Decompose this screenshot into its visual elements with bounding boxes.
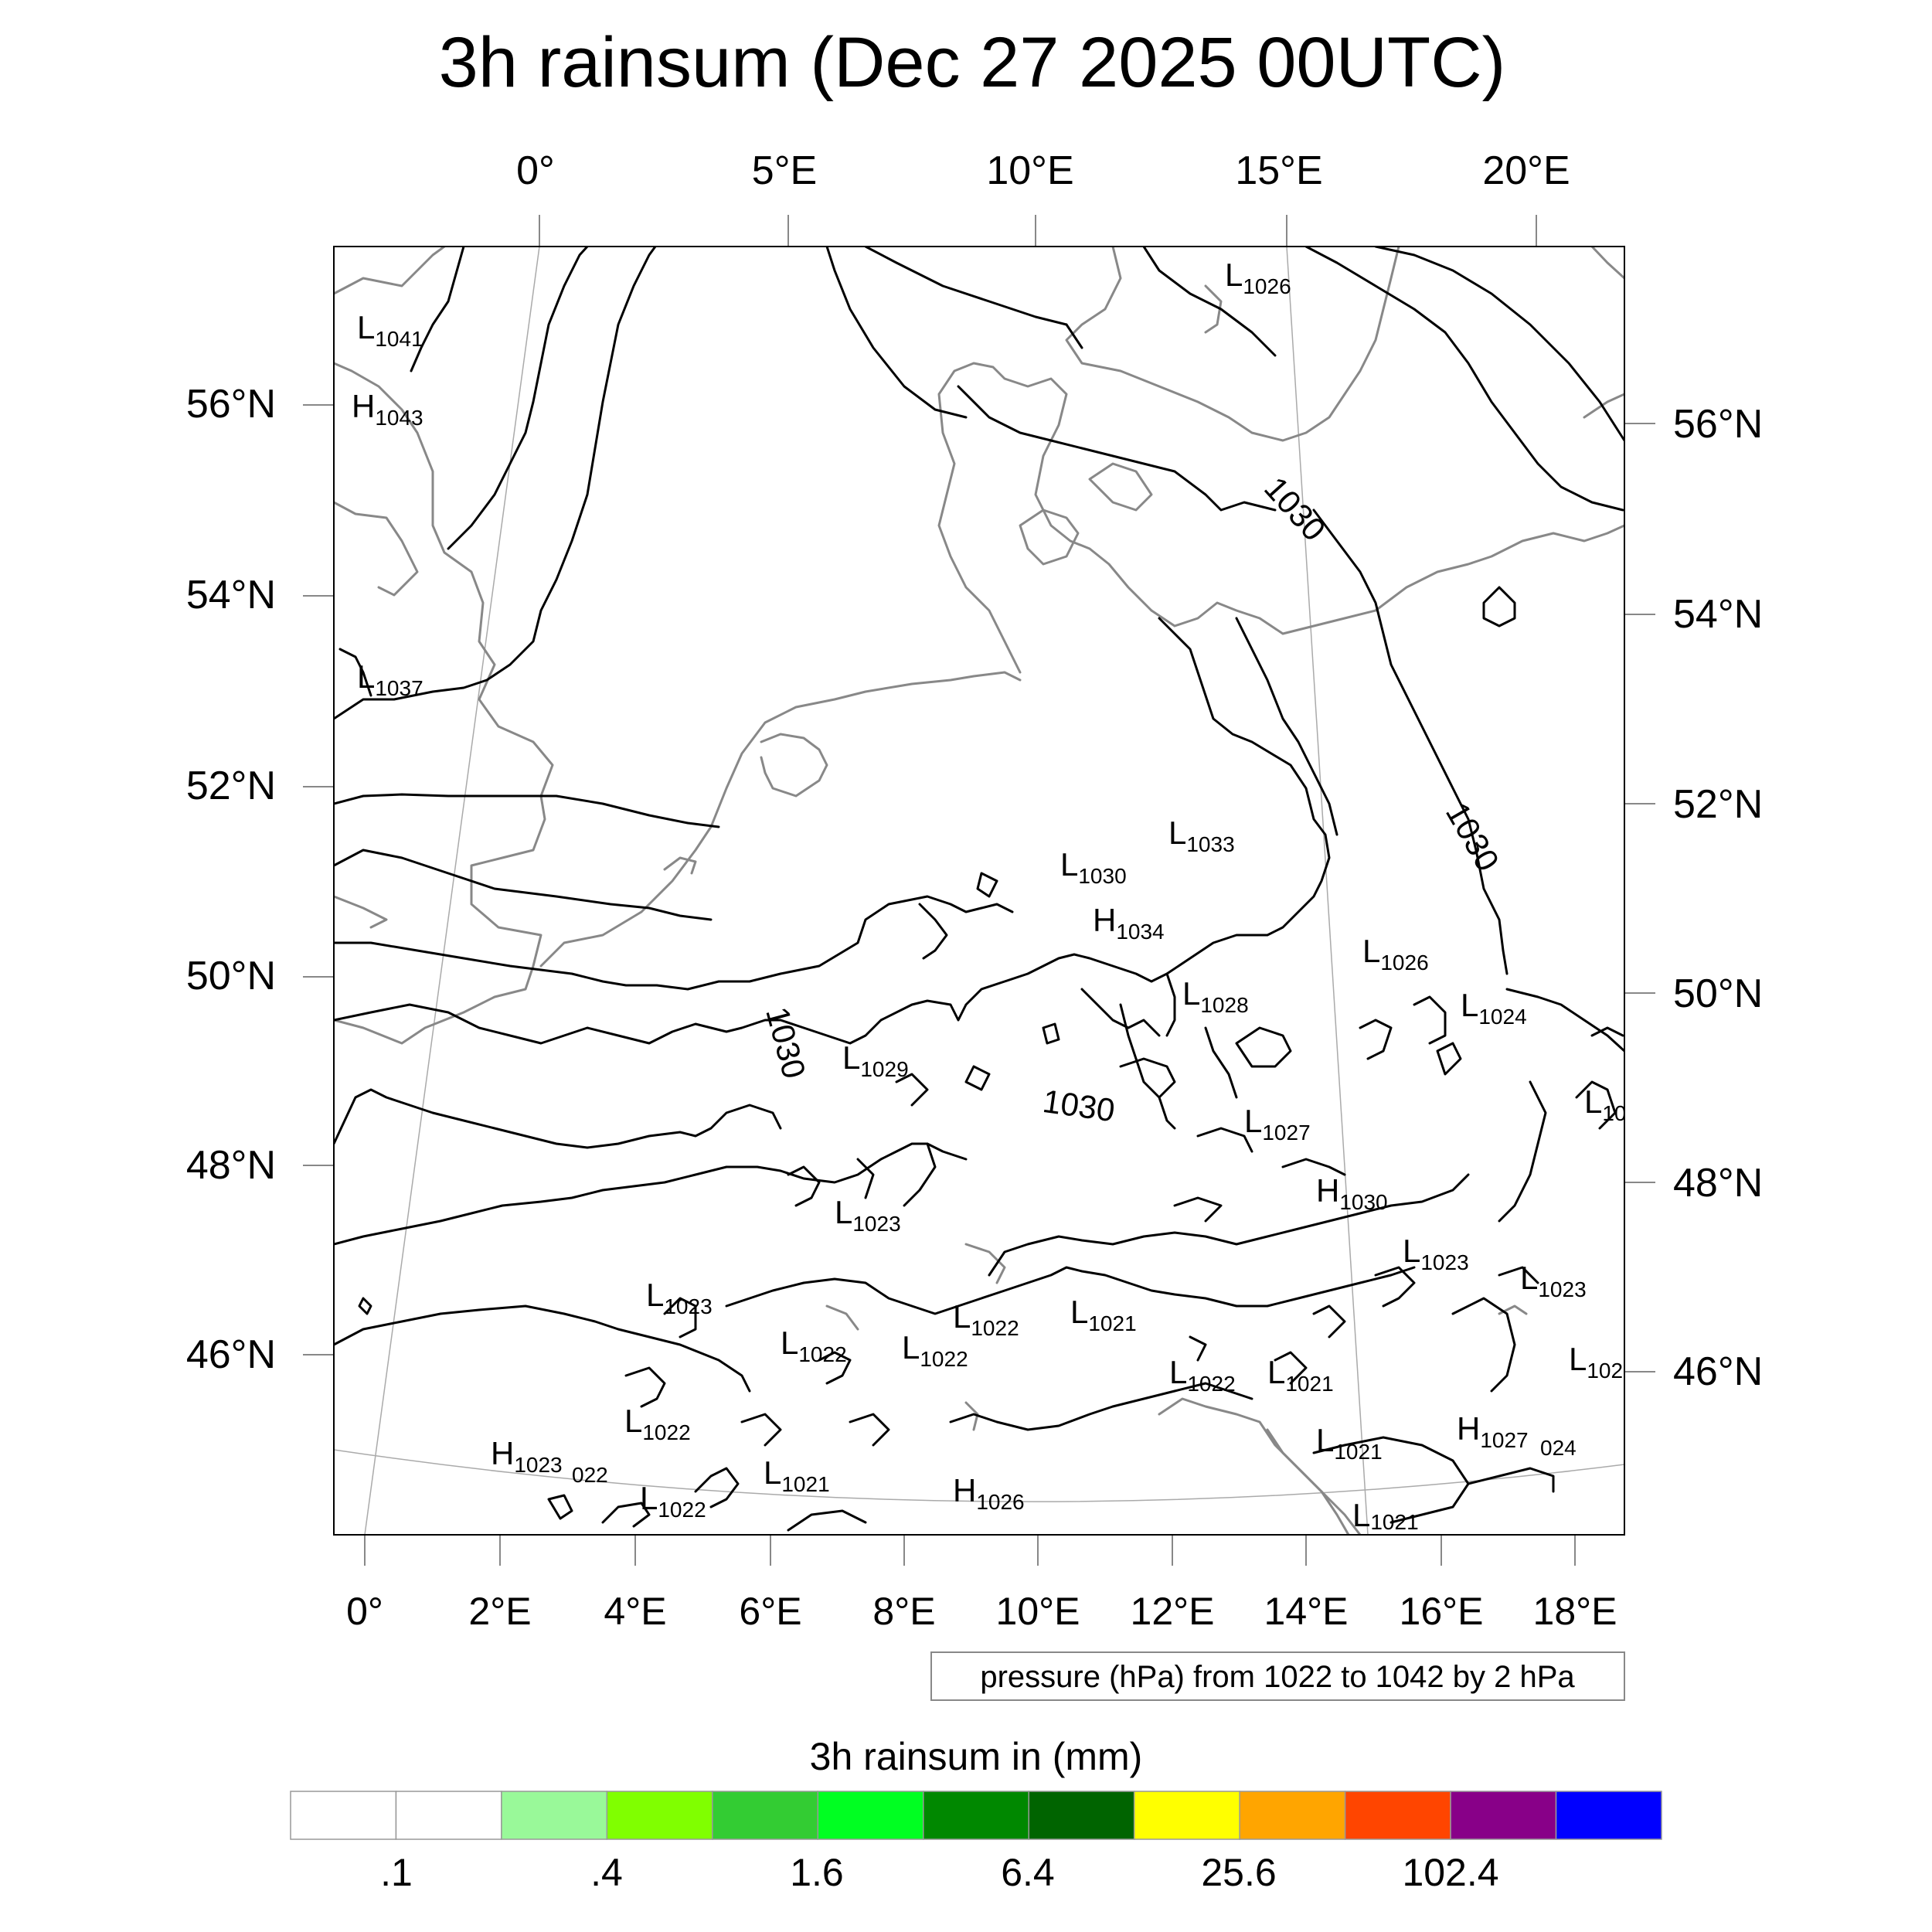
pressure-centre: L1022 xyxy=(640,1480,706,1522)
bottom-lon-label: 8°E xyxy=(872,1590,935,1633)
pressure-centres: L1026 L1041 H1043 L1037 L1033 L1030 H103… xyxy=(352,257,1627,1534)
pressure-centre: L1022 xyxy=(781,1325,847,1366)
colorbar-swatch xyxy=(923,1791,1029,1840)
colorbar-swatch xyxy=(1239,1791,1346,1840)
right-lat-label: 52°N xyxy=(1673,782,1763,827)
top-lon-label: 20°E xyxy=(1482,148,1570,193)
right-lat-label: 50°N xyxy=(1673,971,1763,1016)
right-latitude-labels: 56°N 54°N 52°N 50°N 48°N 46°N xyxy=(1673,402,1763,1394)
frame-ticks xyxy=(303,215,1655,1566)
bottom-lon-label: 10°E xyxy=(996,1590,1080,1633)
colorbar-swatch xyxy=(1133,1791,1240,1840)
colorbar-swatch xyxy=(606,1791,713,1840)
top-lon-label: 0° xyxy=(516,148,555,193)
pressure-centre: L1028 xyxy=(1182,975,1249,1017)
pressure-centre: L1022 xyxy=(953,1298,1019,1340)
pressure-centre: L102 xyxy=(1569,1341,1623,1383)
pressure-centre: L1021 xyxy=(1070,1294,1137,1335)
bottom-longitude-labels: 0° 2°E 4°E 6°E 8°E 10°E 12°E 14°E 16°E 1… xyxy=(346,1590,1617,1633)
colorbar-swatch xyxy=(1344,1791,1451,1840)
pressure-centre: 024 xyxy=(1540,1436,1577,1460)
left-lat-label: 48°N xyxy=(186,1143,276,1188)
colorbar-tick-label: 6.4 xyxy=(1001,1851,1055,1894)
left-lat-label: 46°N xyxy=(186,1332,276,1377)
bottom-lon-label: 6°E xyxy=(739,1590,801,1633)
pressure-centre: L1023 xyxy=(835,1194,901,1236)
pressure-centre: L1023 xyxy=(1520,1260,1587,1301)
colorbar-tick-label: 25.6 xyxy=(1201,1851,1276,1894)
pressure-centre: L1033 xyxy=(1168,815,1235,856)
colorbar-tick-label: 1.6 xyxy=(790,1851,844,1894)
pressure-centre: L1030 xyxy=(1060,846,1127,888)
right-lat-label: 54°N xyxy=(1673,592,1763,637)
colorbar-title: 3h rainsum in (mm) xyxy=(810,1735,1143,1778)
left-lat-label: 54°N xyxy=(186,573,276,617)
pressure-centre: L1026 xyxy=(1225,257,1291,298)
left-lat-label: 52°N xyxy=(186,764,276,808)
bottom-lon-label: 2°E xyxy=(468,1590,531,1633)
pressure-centre: H1023 xyxy=(491,1435,563,1477)
right-lat-label: 46°N xyxy=(1673,1349,1763,1394)
left-latitude-labels: 56°N 54°N 52°N 50°N 48°N 46°N xyxy=(186,382,276,1377)
colorbar-swatch xyxy=(395,1791,502,1840)
bottom-lon-label: 14°E xyxy=(1264,1590,1349,1633)
top-lon-label: 15°E xyxy=(1235,148,1322,193)
pressure-centre: H1027 xyxy=(1457,1410,1529,1452)
bottom-lon-label: 4°E xyxy=(604,1590,666,1633)
colorbar-swatch xyxy=(290,1791,397,1840)
bottom-lon-label: 12°E xyxy=(1131,1590,1215,1633)
right-lat-label: 48°N xyxy=(1673,1161,1763,1206)
pressure-centre: L1023 xyxy=(1403,1233,1469,1274)
pressure-centre: L1021 xyxy=(1267,1354,1334,1396)
pressure-centre: L1029 xyxy=(842,1039,909,1081)
colorbar-swatch xyxy=(501,1791,608,1840)
coastlines xyxy=(334,247,1624,1535)
colorbar-swatch xyxy=(712,1791,819,1840)
pressure-centre: 022 xyxy=(572,1463,608,1487)
pressure-centre: L1022 xyxy=(624,1403,691,1444)
pressure-centre: H1030 xyxy=(1316,1172,1388,1214)
bottom-lon-label: 0° xyxy=(346,1590,383,1633)
colorbar-swatch xyxy=(817,1791,924,1840)
pressure-centre: L1024 xyxy=(1461,987,1527,1029)
right-lat-label: 56°N xyxy=(1673,402,1763,447)
left-lat-label: 56°N xyxy=(186,382,276,427)
colorbar-swatches xyxy=(290,1791,1662,1840)
pressure-centre: L10 xyxy=(1584,1083,1627,1125)
colorbar-swatch xyxy=(1450,1791,1557,1840)
pressure-centre: L1021 xyxy=(1352,1497,1419,1534)
colorbar-tick-labels: .1 .4 1.6 6.4 25.6 102.4 xyxy=(380,1851,1498,1894)
colorbar-tick-label: 102.4 xyxy=(1402,1851,1498,1894)
pressure-centre: H1043 xyxy=(352,388,423,430)
pressure-centre: L1026 xyxy=(1362,933,1429,975)
colorbar: 3h rainsum in (mm) .1 .4 1.6 6.4 25.6 10… xyxy=(290,1735,1662,1894)
info-box-text: pressure (hPa) from 1022 to 1042 by 2 hP… xyxy=(980,1660,1575,1694)
pressure-centre: L1023 xyxy=(646,1277,713,1318)
pressure-centre: L1022 xyxy=(902,1329,968,1371)
left-lat-label: 50°N xyxy=(186,954,276,998)
top-longitude-labels: 0° 5°E 10°E 15°E 20°E xyxy=(516,148,1570,193)
colorbar-swatch xyxy=(1555,1791,1662,1840)
map-title: 3h rainsum (Dec 27 2025 00UTC) xyxy=(439,23,1506,102)
colorbar-tick-label: .4 xyxy=(590,1851,623,1894)
pressure-centre: L1037 xyxy=(357,658,423,700)
isobar-lines xyxy=(334,247,1624,1532)
map-panel: 1030 1030 1030 1030 L1026 L1041 H1043 L1… xyxy=(303,215,1655,1566)
pressure-centre: H1034 xyxy=(1093,902,1165,944)
info-box: pressure (hPa) from 1022 to 1042 by 2 hP… xyxy=(930,1651,1625,1701)
pressure-centre: L1021 xyxy=(764,1454,830,1496)
pressure-centre: L1022 xyxy=(1169,1354,1236,1396)
colorbar-swatch xyxy=(1028,1791,1135,1840)
pressure-centre: L1027 xyxy=(1244,1103,1311,1145)
pressure-centre: L1041 xyxy=(357,309,423,351)
bottom-lon-label: 18°E xyxy=(1533,1590,1617,1633)
colorbar-tick-label: .1 xyxy=(380,1851,413,1894)
pressure-centre: L1021 xyxy=(1316,1422,1383,1464)
map-frame xyxy=(333,246,1625,1536)
top-lon-label: 5°E xyxy=(752,148,817,193)
pressure-centre: H1026 xyxy=(953,1472,1025,1514)
top-lon-label: 10°E xyxy=(986,148,1073,193)
bottom-lon-label: 16°E xyxy=(1400,1590,1484,1633)
